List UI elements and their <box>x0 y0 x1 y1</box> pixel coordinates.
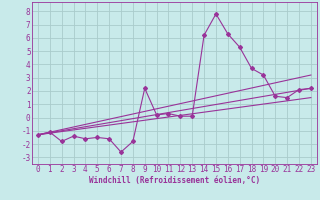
X-axis label: Windchill (Refroidissement éolien,°C): Windchill (Refroidissement éolien,°C) <box>89 176 260 185</box>
